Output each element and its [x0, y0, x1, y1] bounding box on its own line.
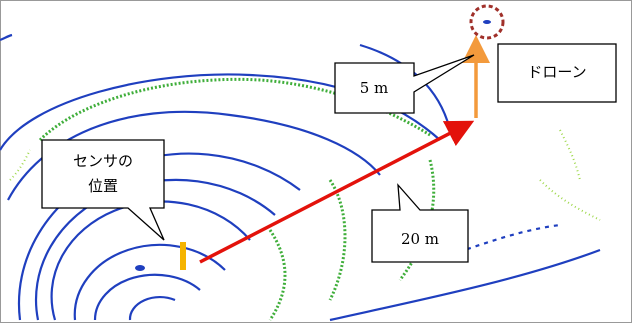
distance-label: 20 m — [401, 230, 439, 248]
sensor-marker — [180, 242, 186, 270]
height-label: 5 m — [360, 79, 389, 97]
drone-points — [483, 20, 491, 24]
drone-label: ドローン — [527, 63, 586, 81]
sensor-label: センサの — [73, 152, 133, 170]
scene: センサの 位置 5 m ドローン 20 m — [0, 0, 632, 323]
sensor-label: 位置 — [88, 177, 118, 195]
